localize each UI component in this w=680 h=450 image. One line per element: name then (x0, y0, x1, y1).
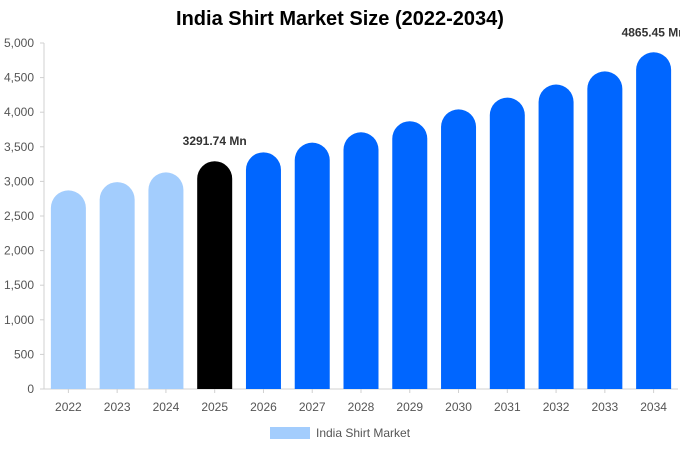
x-tick-label: 2026 (250, 400, 277, 414)
y-tick-label: 2,500 (4, 209, 34, 223)
bar (587, 71, 623, 389)
x-tick-label: 2033 (591, 400, 618, 414)
x-tick-label: 2031 (494, 400, 521, 414)
y-tick-label: 3,500 (4, 140, 34, 154)
bar (50, 190, 86, 389)
bar (99, 182, 135, 389)
legend-label: India Shirt Market (316, 426, 411, 440)
y-tick-label: 0 (27, 382, 34, 396)
bar (489, 97, 525, 389)
x-tick-label: 2034 (640, 400, 667, 414)
y-tick-label: 4,500 (4, 71, 34, 85)
y-tick-label: 1,000 (4, 313, 34, 327)
y-tick-label: 3,000 (4, 174, 34, 188)
legend-swatch (270, 427, 310, 439)
x-tick-label: 2025 (201, 400, 228, 414)
chart-title: India Shirt Market Size (2022-2034) (176, 8, 504, 30)
bar (148, 172, 184, 389)
bar (392, 121, 428, 390)
y-tick-label: 4,000 (4, 105, 34, 119)
bar (636, 52, 672, 390)
bar (294, 142, 330, 389)
x-tick-label: 2028 (348, 400, 375, 414)
x-tick-label: 2023 (104, 400, 131, 414)
x-tick-label: 2030 (445, 400, 472, 414)
x-tick-label: 2022 (55, 400, 82, 414)
y-tick-label: 5,000 (4, 36, 34, 50)
bar (343, 132, 379, 390)
bar (441, 109, 477, 389)
x-tick-label: 2024 (153, 400, 180, 414)
bar (245, 152, 281, 389)
y-tick-label: 2,000 (4, 244, 34, 258)
bar (197, 161, 233, 389)
data-label: 4865.45 Mn (622, 25, 680, 39)
legend: India Shirt Market (270, 426, 410, 440)
y-tick-label: 500 (14, 347, 34, 361)
x-tick-label: 2029 (396, 400, 423, 414)
x-tick-label: 2032 (543, 400, 570, 414)
x-tick-label: 2027 (299, 400, 326, 414)
bar (538, 84, 574, 390)
y-tick-label: 1,500 (4, 278, 34, 292)
data-label: 3291.74 Mn (183, 134, 247, 148)
